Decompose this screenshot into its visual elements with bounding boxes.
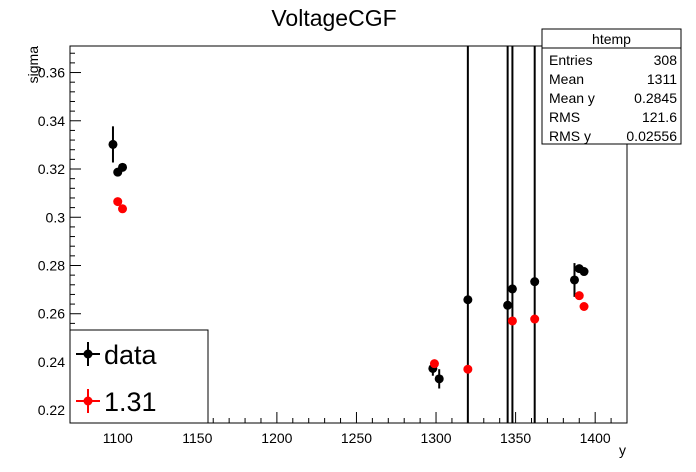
x-tick-label: 1250 [341,430,372,446]
plot-frame [69,45,628,424]
x-tick-label: 1300 [420,430,451,446]
data-point [434,374,444,384]
data-point [463,364,473,374]
legend-box [69,329,209,424]
stats-row-value: 0.02556 [626,128,677,144]
legend-marker [83,349,93,359]
x-tick-label: 1150 [182,430,212,446]
series-ratio [113,197,589,374]
data-point [118,162,128,172]
data-point [579,267,589,277]
stats-row-value: 1311 [647,71,677,87]
data-point [463,295,473,305]
y-tick-label: 0.28 [38,257,65,273]
data-point [507,316,517,326]
data-point [108,139,118,149]
data-point [530,277,540,287]
data-point [530,314,540,324]
axes: 1100 1150 1200 1250 1300 1350 1400 0.22 0.24 0.26… [38,52,628,446]
y-tick-label: 0.24 [38,354,65,370]
legend-label: 1.31 [104,387,157,417]
x-tick-label: 1400 [580,430,611,446]
data-point [429,359,439,369]
stats-row-value: 0.2845 [634,90,677,106]
legend: data 1.31 [69,329,209,424]
data-point [507,284,517,294]
data-point [113,197,123,207]
chart-title: VoltageCGF [271,5,396,31]
data-point [503,300,513,310]
y-tick-label: 0.3 [46,209,66,225]
stats-row-label: RMS [549,109,580,125]
data-point [574,291,584,301]
x-tick-label: 1200 [261,430,292,446]
x-tick-label: 1350 [500,430,531,446]
stats-row-label: Entries [549,52,593,68]
data-point [569,275,579,285]
stats-box-title: htemp [592,31,631,47]
stats-row-label: RMS y [549,128,591,144]
plot-frame-border [69,45,628,424]
y-axis-label: sigma [25,46,41,84]
y-tick-label: 0.34 [38,113,65,129]
y-tick-label: 0.36 [38,65,65,81]
series-data [108,46,589,423]
data-series [108,46,589,423]
y-tick-label: 0.32 [38,161,65,177]
stats-box: htemp Entries 308 Mean 1311 Mean y 0.2845 RMS 12… [541,28,682,145]
x-axis-label: y [619,442,626,458]
y-tick-label: 0.22 [38,402,65,418]
legend-marker [83,396,93,406]
data-point [579,301,589,311]
stats-row-value: 308 [654,52,678,68]
x-tick-label: 1100 [103,430,133,446]
stats-row-label: Mean y [549,90,595,106]
legend-label: data [104,340,158,370]
stats-row-label: Mean [549,71,584,87]
data-point [118,204,128,214]
y-tick-label: 0.26 [38,306,65,322]
stats-row-value: 121.6 [642,109,677,125]
